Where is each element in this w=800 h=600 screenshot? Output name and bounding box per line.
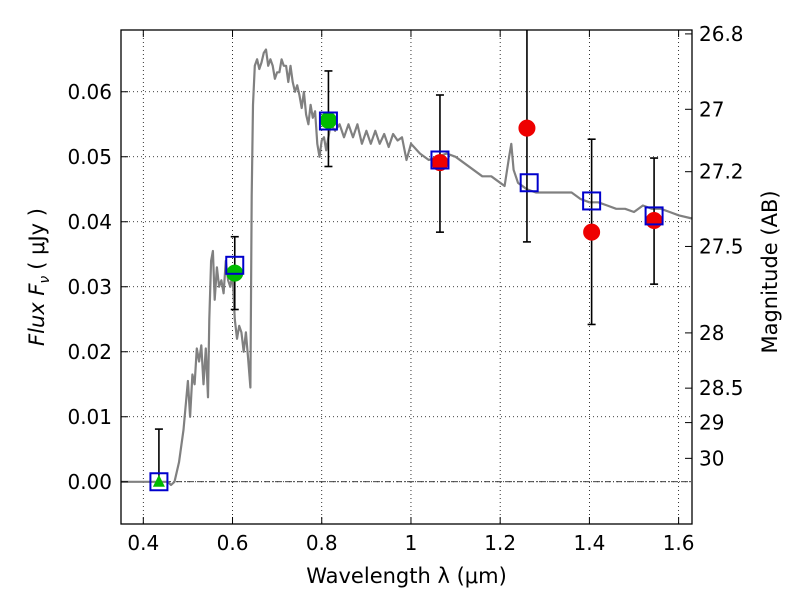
model-square-point-3 <box>430 150 450 170</box>
y2-tick-label-0: 26.8 <box>699 22 744 46</box>
model-spectrum-layer <box>121 48 693 487</box>
y-axis-title-subscript: ν <box>37 276 53 284</box>
y-axis-title: Flux Fν ( μJy ) <box>25 208 53 346</box>
y2-tick-label-7: 30 <box>699 446 724 470</box>
x-tick-label-4: 1.2 <box>484 531 516 555</box>
y2-tick-label-6: 29 <box>699 411 724 435</box>
y-axis-title-unit: ( μJy ) <box>25 208 49 270</box>
y-tick-label-0: 0.00 <box>67 470 112 494</box>
x-tick-label-5: 1.4 <box>573 531 605 555</box>
green-point-1 <box>319 111 337 129</box>
y-tick-label-2: 0.02 <box>67 340 112 364</box>
model-square-point-0 <box>149 472 169 492</box>
x-tick-label-1: 0.6 <box>217 531 249 555</box>
x-tick-label-6: 1.6 <box>663 531 695 555</box>
x-tick-label-2: 0.8 <box>306 531 338 555</box>
y-axis-title-flux: Flux F <box>25 283 49 346</box>
grid-lines <box>121 30 692 524</box>
svg-text:Flux Fν( μJy ): Flux Fν ( μJy ) <box>25 208 53 346</box>
green-triangle-point-0 <box>152 474 165 487</box>
red-point-2 <box>583 223 601 241</box>
y-tick-label-6: 0.06 <box>67 80 112 104</box>
red-point-3 <box>645 211 663 229</box>
y-tick-label-4: 0.04 <box>67 210 112 234</box>
model-square-point-1 <box>225 255 245 275</box>
y2-axis-title: Magnitude (AB) <box>758 190 782 353</box>
model-spectrum-line <box>121 48 693 487</box>
model-square-point-5 <box>582 191 602 211</box>
y-tick-label-5: 0.05 <box>67 145 112 169</box>
photometry-markers-layer <box>149 111 664 492</box>
y2-tick-label-3: 27.5 <box>699 234 744 258</box>
x-tick-label-3: 1 <box>405 531 418 555</box>
y-tick-label-3: 0.03 <box>67 275 112 299</box>
red-point-1 <box>518 119 536 137</box>
y2-tick-label-2: 27.2 <box>699 160 744 184</box>
plot-frame <box>120 29 693 525</box>
x-tick-label-0: 0.4 <box>127 531 159 555</box>
y2-tick-label-5: 28.5 <box>699 376 744 400</box>
model-square-point-6 <box>644 206 664 226</box>
axes-ticks-layer: 0.4 0.6 0.8 1 1.2 1.4 1.6 0.00 0.01 0.02 0.03 0.04 0… <box>67 22 743 555</box>
y2-tick-label-1: 27 <box>699 97 724 121</box>
y-tick-label-1: 0.01 <box>67 405 112 429</box>
model-square-point-4 <box>519 173 539 193</box>
x-axis-title: Wavelength λ (μm) <box>306 564 507 588</box>
y2-tick-label-4: 28 <box>699 321 724 345</box>
model-square-point-2 <box>318 111 338 131</box>
